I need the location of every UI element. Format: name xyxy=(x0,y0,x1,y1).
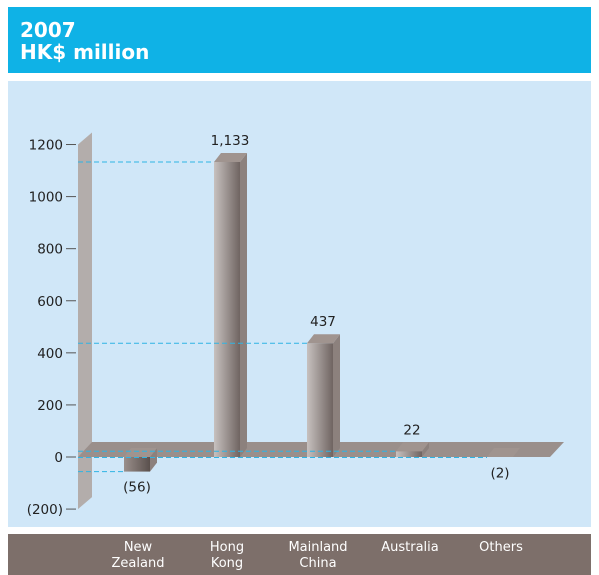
category-label-line: Others xyxy=(479,540,523,555)
y-tick-label: (200) xyxy=(27,502,63,518)
category-label-line: Zealand xyxy=(111,556,165,571)
y-tick-label: 800 xyxy=(37,242,63,258)
category-axis-bar: New Zealand Hong Kong Mainland China Aus… xyxy=(8,534,591,575)
bar-new-zealand xyxy=(124,448,157,472)
y-tick-label: 400 xyxy=(37,346,63,362)
bar-face xyxy=(214,161,240,457)
y-tick-label: 200 xyxy=(37,398,63,414)
bar-face xyxy=(396,451,422,457)
y-tick-label: 0 xyxy=(54,450,63,466)
chart-header: 2007 HK$ million xyxy=(8,7,591,73)
bar-top xyxy=(124,448,157,457)
bar-side xyxy=(150,448,157,472)
bar-mainland-china xyxy=(307,334,340,457)
chart-subtitle: HK$ million xyxy=(20,40,150,64)
bar-australia xyxy=(396,442,429,457)
chart-title: 2007 xyxy=(20,18,76,42)
bar-hong-kong xyxy=(214,152,247,457)
bar-side xyxy=(422,442,429,457)
category-label-australia: Australia xyxy=(365,540,455,556)
y-tick-label: 600 xyxy=(37,294,63,310)
bar-side xyxy=(240,152,247,457)
y-tick-label: 1000 xyxy=(29,190,63,206)
data-label-others: (2) xyxy=(490,466,509,482)
category-label-line: Kong xyxy=(210,556,244,571)
bar-top xyxy=(487,448,520,457)
y-axis-wall xyxy=(78,132,92,510)
category-label-mainland-china: Mainland China xyxy=(273,540,363,572)
y-tick-label: 1200 xyxy=(29,138,63,154)
bar-top xyxy=(214,152,247,162)
bar-face xyxy=(307,343,333,457)
bar-others xyxy=(487,448,520,457)
category-label-new-zealand: New Zealand xyxy=(93,540,183,572)
category-label-line: Australia xyxy=(381,540,439,555)
bar-top xyxy=(396,442,429,452)
category-label-line: Hong xyxy=(209,540,245,555)
category-label-line: China xyxy=(299,556,337,571)
bar-face xyxy=(124,457,150,472)
bar-side xyxy=(333,334,340,457)
data-label-new-zealand: (56) xyxy=(123,480,151,496)
category-label-others: Others xyxy=(456,540,546,556)
category-label-line: Mainland xyxy=(288,540,348,555)
category-label-hong-kong: Hong Kong xyxy=(182,540,272,572)
category-label-line: New xyxy=(123,540,153,555)
data-label-hong-kong: 1,133 xyxy=(211,133,250,149)
data-label-mainland-china: 437 xyxy=(310,314,336,330)
data-label-australia: 22 xyxy=(403,422,420,438)
bar-top xyxy=(307,334,340,344)
